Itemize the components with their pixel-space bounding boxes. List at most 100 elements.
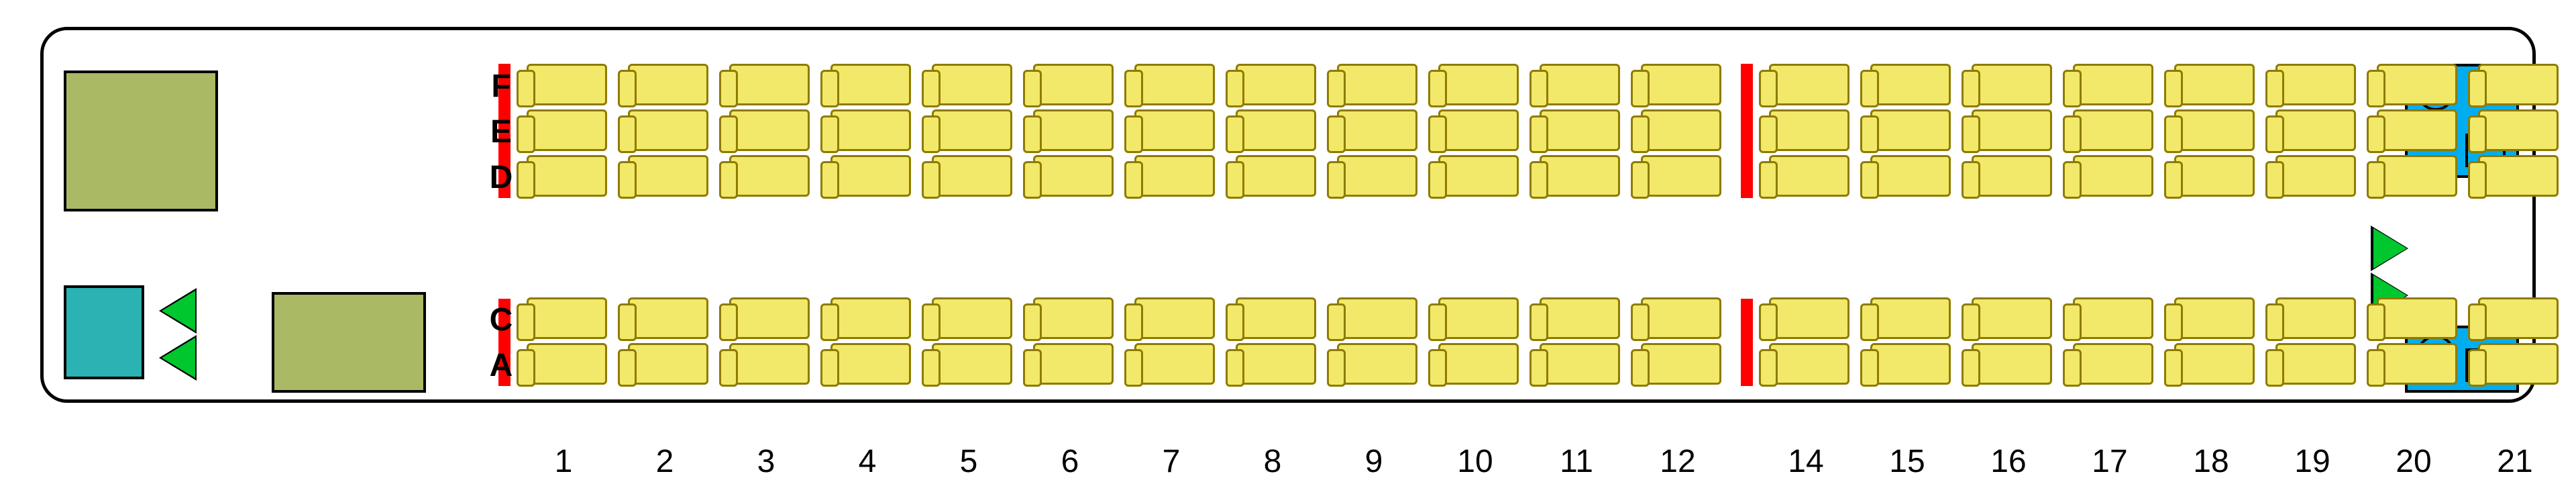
seat-20C[interactable]	[2377, 297, 2457, 339]
seat-16E[interactable]	[1972, 109, 2052, 151]
seat-11C[interactable]	[1540, 297, 1620, 339]
seat-8A[interactable]	[1236, 343, 1316, 385]
seat-9F[interactable]	[1337, 64, 1417, 105]
seat-14F[interactable]	[1769, 64, 1849, 105]
seat-1D[interactable]	[527, 155, 607, 197]
seat-9D[interactable]	[1337, 155, 1417, 197]
seat-2E[interactable]	[628, 109, 708, 151]
seat-21A[interactable]	[2478, 343, 2559, 385]
seat-17C[interactable]	[2073, 297, 2153, 339]
seat-5A[interactable]	[932, 343, 1012, 385]
seat-18D[interactable]	[2174, 155, 2255, 197]
seat-11E[interactable]	[1540, 109, 1620, 151]
seat-18F[interactable]	[2174, 64, 2255, 105]
seat-12C[interactable]	[1641, 297, 1721, 339]
seat-19F[interactable]	[2275, 64, 2356, 105]
seat-7E[interactable]	[1134, 109, 1215, 151]
seat-2A[interactable]	[628, 343, 708, 385]
seat-10D[interactable]	[1438, 155, 1519, 197]
seat-10F[interactable]	[1438, 64, 1519, 105]
seat-4D[interactable]	[830, 155, 911, 197]
seat-19C[interactable]	[2275, 297, 2356, 339]
seat-17D[interactable]	[2073, 155, 2153, 197]
seat-19E[interactable]	[2275, 109, 2356, 151]
seat-5C[interactable]	[932, 297, 1012, 339]
seat-15A[interactable]	[1870, 343, 1951, 385]
seat-8D[interactable]	[1236, 155, 1316, 197]
seat-2D[interactable]	[628, 155, 708, 197]
seat-1E[interactable]	[527, 109, 607, 151]
seat-20D[interactable]	[2377, 155, 2457, 197]
seat-10C[interactable]	[1438, 297, 1519, 339]
seat-6A[interactable]	[1033, 343, 1114, 385]
seat-20A[interactable]	[2377, 343, 2457, 385]
seat-6C[interactable]	[1033, 297, 1114, 339]
seat-11A[interactable]	[1540, 343, 1620, 385]
seat-15E[interactable]	[1870, 109, 1951, 151]
seat-1F[interactable]	[527, 64, 607, 105]
seat-16F[interactable]	[1972, 64, 2052, 105]
seat-3D[interactable]	[729, 155, 810, 197]
seat-18A[interactable]	[2174, 343, 2255, 385]
seat-4C[interactable]	[830, 297, 911, 339]
seat-1A[interactable]	[527, 343, 607, 385]
seat-17A[interactable]	[2073, 343, 2153, 385]
seat-16D[interactable]	[1972, 155, 2052, 197]
seat-12E[interactable]	[1641, 109, 1721, 151]
seat-3E[interactable]	[729, 109, 810, 151]
seat-4F[interactable]	[830, 64, 911, 105]
seat-3F[interactable]	[729, 64, 810, 105]
seat-5D[interactable]	[932, 155, 1012, 197]
seat-17E[interactable]	[2073, 109, 2153, 151]
seat-4E[interactable]	[830, 109, 911, 151]
seat-21E[interactable]	[2478, 109, 2559, 151]
seat-14D[interactable]	[1769, 155, 1849, 197]
seat-12F[interactable]	[1641, 64, 1721, 105]
seat-9A[interactable]	[1337, 343, 1417, 385]
seat-6F[interactable]	[1033, 64, 1114, 105]
seat-21D[interactable]	[2478, 155, 2559, 197]
seat-16A[interactable]	[1972, 343, 2052, 385]
seat-14E[interactable]	[1769, 109, 1849, 151]
seat-4A[interactable]	[830, 343, 911, 385]
seat-3C[interactable]	[729, 297, 810, 339]
seat-20E[interactable]	[2377, 109, 2457, 151]
seat-7D[interactable]	[1134, 155, 1215, 197]
seat-2C[interactable]	[628, 297, 708, 339]
seat-20F[interactable]	[2377, 64, 2457, 105]
seat-9C[interactable]	[1337, 297, 1417, 339]
seat-8C[interactable]	[1236, 297, 1316, 339]
seat-15C[interactable]	[1870, 297, 1951, 339]
seat-14C[interactable]	[1769, 297, 1849, 339]
seat-21C[interactable]	[2478, 297, 2559, 339]
seat-19D[interactable]	[2275, 155, 2356, 197]
seat-9E[interactable]	[1337, 109, 1417, 151]
seat-15D[interactable]	[1870, 155, 1951, 197]
seat-11F[interactable]	[1540, 64, 1620, 105]
seat-3A[interactable]	[729, 343, 810, 385]
seat-12D[interactable]	[1641, 155, 1721, 197]
seat-7A[interactable]	[1134, 343, 1215, 385]
seat-11D[interactable]	[1540, 155, 1620, 197]
seat-19A[interactable]	[2275, 343, 2356, 385]
seat-7F[interactable]	[1134, 64, 1215, 105]
seat-15F[interactable]	[1870, 64, 1951, 105]
seat-8F[interactable]	[1236, 64, 1316, 105]
seat-12A[interactable]	[1641, 343, 1721, 385]
seat-5F[interactable]	[932, 64, 1012, 105]
seat-2F[interactable]	[628, 64, 708, 105]
seat-6E[interactable]	[1033, 109, 1114, 151]
seat-10E[interactable]	[1438, 109, 1519, 151]
seat-18C[interactable]	[2174, 297, 2255, 339]
seat-14A[interactable]	[1769, 343, 1849, 385]
seat-1C[interactable]	[527, 297, 607, 339]
seat-8E[interactable]	[1236, 109, 1316, 151]
seat-7C[interactable]	[1134, 297, 1215, 339]
seat-17F[interactable]	[2073, 64, 2153, 105]
seat-6D[interactable]	[1033, 155, 1114, 197]
seat-16C[interactable]	[1972, 297, 2052, 339]
seat-21F[interactable]	[2478, 64, 2559, 105]
seat-5E[interactable]	[932, 109, 1012, 151]
seat-10A[interactable]	[1438, 343, 1519, 385]
seat-18E[interactable]	[2174, 109, 2255, 151]
